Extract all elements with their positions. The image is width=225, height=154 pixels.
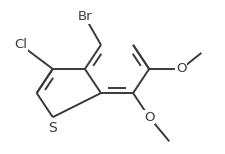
Text: O: O bbox=[143, 111, 154, 124]
Text: Br: Br bbox=[77, 10, 92, 23]
Text: O: O bbox=[175, 63, 186, 75]
Text: S: S bbox=[48, 121, 57, 135]
Text: Cl: Cl bbox=[14, 38, 27, 51]
